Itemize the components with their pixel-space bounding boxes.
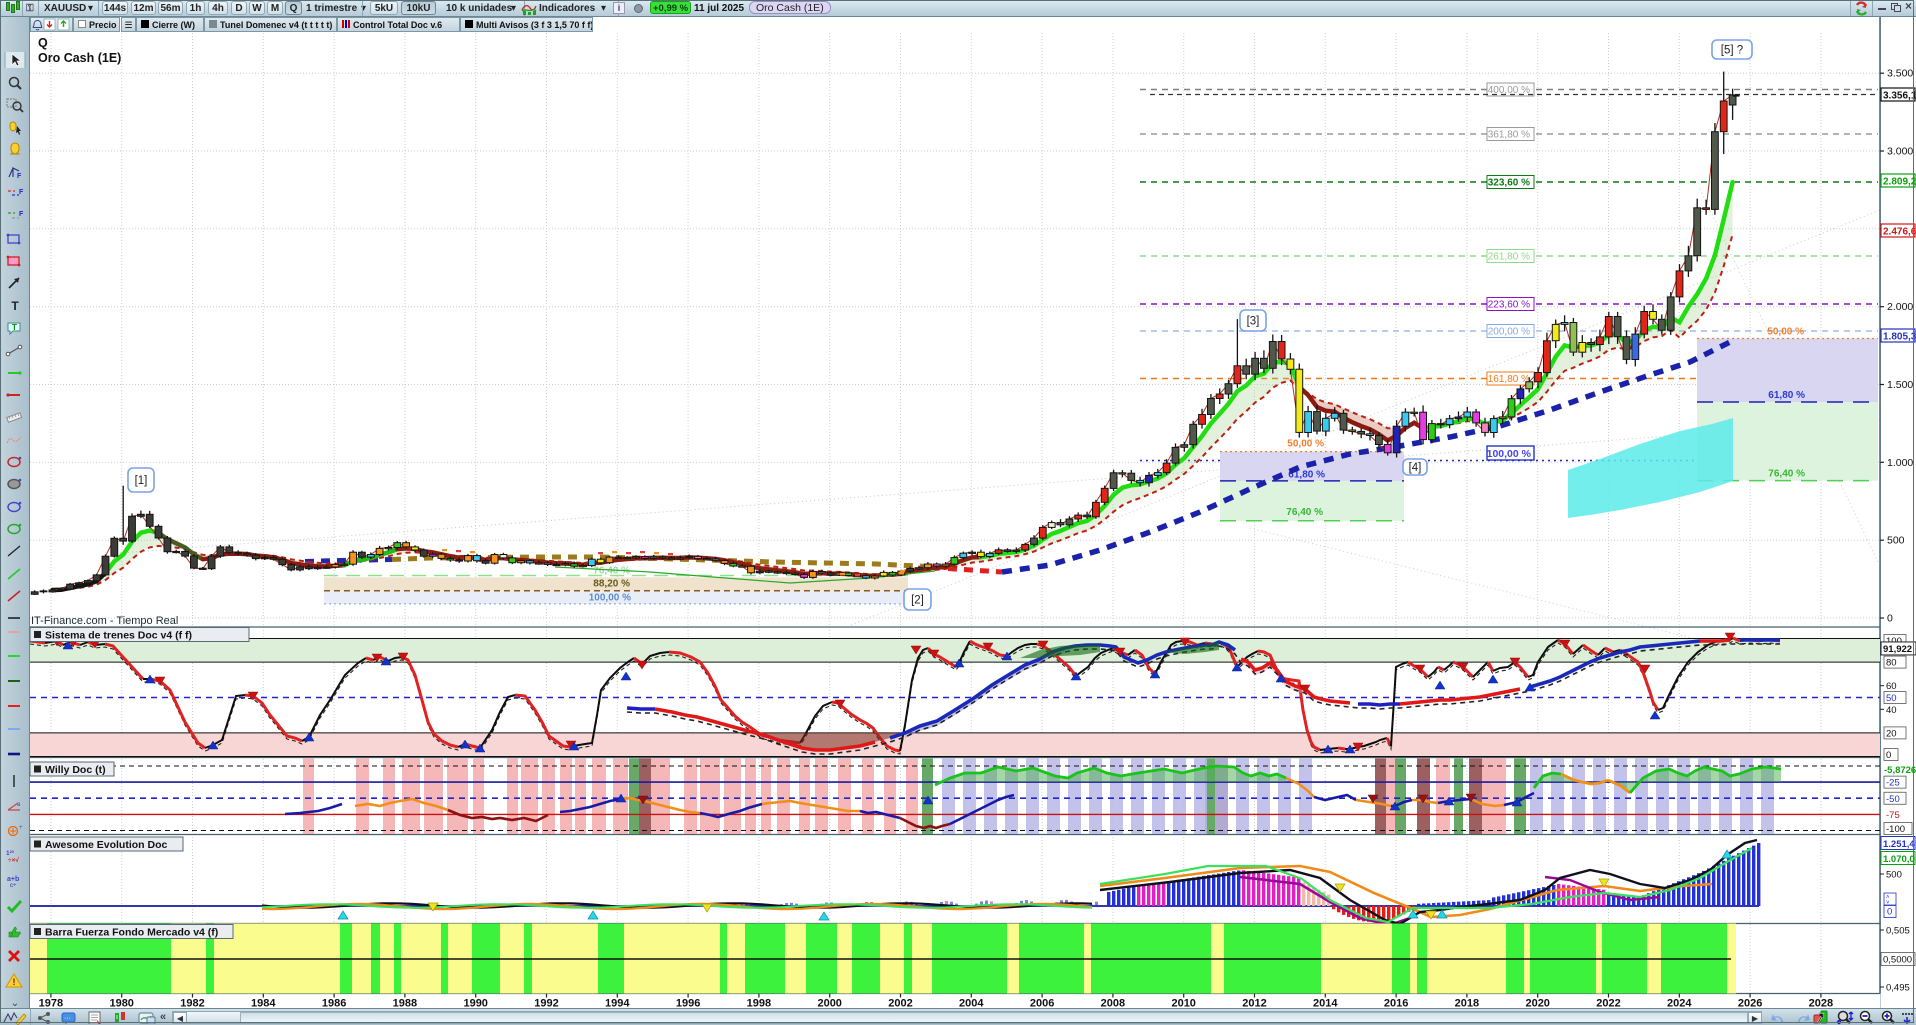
svg-text:˅: ˅ (1886, 901, 1890, 907)
svg-text:2006: 2006 (1030, 998, 1054, 1010)
svg-text:[4]: [4] (1409, 462, 1422, 474)
svg-text:2028: 2028 (1809, 998, 1833, 1010)
svg-text:400,00 %: 400,00 % (1488, 85, 1530, 96)
svg-text:80: 80 (1886, 658, 1897, 669)
svg-text:50,00 %: 50,00 % (1767, 327, 1804, 338)
svg-text:c÷: c÷ (10, 883, 17, 889)
svg-text:2002: 2002 (888, 998, 912, 1010)
svg-text:261,80 %: 261,80 % (1488, 252, 1530, 263)
svg-text:2000: 2000 (817, 998, 841, 1010)
svg-text:0: 0 (1887, 613, 1893, 625)
svg-text:Barra Fuerza Fondo Mercado v4: Barra Fuerza Fondo Mercado v4 (f) (45, 927, 218, 939)
svg-text:+: + (19, 825, 23, 831)
svg-text:2.476,6: 2.476,6 (1883, 227, 1916, 238)
svg-text:2024: 2024 (1667, 998, 1692, 1010)
svg-text:50: 50 (1886, 693, 1897, 704)
svg-text:76,40 %: 76,40 % (593, 566, 630, 577)
svg-text:1984: 1984 (251, 998, 276, 1010)
svg-text:2014: 2014 (1313, 998, 1338, 1010)
svg-text:1982: 1982 (180, 998, 204, 1010)
svg-text:88,20 %: 88,20 % (593, 579, 630, 590)
svg-text:1988: 1988 (393, 998, 417, 1010)
svg-text:2020: 2020 (1525, 998, 1549, 1010)
svg-text:1986: 1986 (322, 998, 346, 1010)
svg-text:60: 60 (1886, 681, 1897, 692)
svg-text:[5] ?: [5] ? (1721, 45, 1743, 57)
svg-text:Oro Cash (1E): Oro Cash (1E) (38, 51, 121, 65)
svg-text:-25: -25 (1886, 778, 1900, 789)
svg-text:˄: ˄ (1886, 895, 1890, 901)
svg-text:a+b: a+b (7, 876, 19, 883)
svg-text:0,495: 0,495 (1886, 983, 1910, 994)
svg-text:361,80 %: 361,80 % (1488, 130, 1530, 141)
svg-text:÷×√: ÷×√ (8, 856, 19, 864)
svg-text:···: ··· (64, 1015, 71, 1022)
svg-text:2.000: 2.000 (1887, 301, 1913, 313)
svg-text:!: ! (13, 977, 16, 987)
svg-text:F: F (17, 173, 22, 180)
svg-text:1.000: 1.000 (1887, 457, 1913, 469)
svg-text:0,5000: 0,5000 (1883, 955, 1912, 966)
svg-text:Q: Q (38, 36, 48, 50)
svg-text:100,00 %: 100,00 % (589, 593, 631, 604)
svg-text:91,922: 91,922 (1883, 644, 1912, 655)
svg-text:50,00 %: 50,00 % (1287, 439, 1324, 450)
svg-text:-75: -75 (1886, 810, 1900, 821)
svg-text:Willy Doc (t): Willy Doc (t) (45, 764, 106, 776)
svg-text:500: 500 (1887, 535, 1905, 547)
svg-text:223,60 %: 223,60 % (1488, 300, 1530, 311)
svg-text:200,00 %: 200,00 % (1488, 327, 1530, 338)
svg-text:F: F (19, 189, 24, 196)
svg-text:1992: 1992 (534, 998, 558, 1010)
svg-text:a: a (17, 802, 21, 808)
svg-text:323,60 %: 323,60 % (1488, 178, 1530, 189)
svg-text:3.500: 3.500 (1887, 68, 1913, 80)
svg-text:76,40 %: 76,40 % (1286, 507, 1323, 518)
svg-text:40: 40 (1886, 705, 1897, 716)
svg-text:2012: 2012 (1242, 998, 1266, 1010)
svg-text:1.070,0: 1.070,0 (1883, 854, 1915, 865)
svg-text:[3]: [3] (1247, 316, 1260, 328)
svg-text:2010: 2010 (1171, 998, 1195, 1010)
svg-text:[2]: [2] (911, 595, 924, 607)
svg-text:F: F (19, 211, 24, 218)
svg-text:76,40 %: 76,40 % (1768, 469, 1805, 480)
svg-text:161,80 %: 161,80 % (1488, 374, 1530, 385)
svg-text:0: 0 (1887, 907, 1892, 918)
svg-text:[1]: [1] (135, 475, 148, 487)
svg-text:2018: 2018 (1455, 998, 1479, 1010)
svg-text:1.805,3: 1.805,3 (1883, 332, 1916, 343)
svg-text:2016: 2016 (1384, 998, 1408, 1010)
svg-text:Awesome Evolution Doc: Awesome Evolution Doc (45, 839, 167, 851)
svg-text:IT-Finance.com - Tiempo Real: IT-Finance.com - Tiempo Real (31, 615, 178, 627)
svg-text:0: 0 (1886, 750, 1891, 761)
svg-text:3.000: 3.000 (1887, 146, 1913, 158)
svg-text:100,00 %: 100,00 % (1487, 448, 1532, 460)
svg-text:-50: -50 (1886, 794, 1900, 805)
svg-text:1980: 1980 (109, 998, 133, 1010)
svg-text:61,80 %: 61,80 % (1288, 469, 1325, 480)
svg-text:-100: -100 (1886, 824, 1905, 835)
svg-text:1990: 1990 (463, 998, 487, 1010)
svg-text:2.809,2: 2.809,2 (1883, 177, 1916, 188)
svg-text:T: T (12, 323, 17, 332)
svg-text:1994: 1994 (605, 998, 630, 1010)
svg-text:0,505: 0,505 (1886, 926, 1910, 937)
svg-text:3.356,1: 3.356,1 (1883, 91, 1916, 102)
svg-text:20: 20 (1886, 728, 1897, 739)
svg-text:2004: 2004 (959, 998, 984, 1010)
svg-text:61,80 %: 61,80 % (1768, 390, 1805, 401)
svg-text:1.500: 1.500 (1887, 379, 1913, 391)
svg-text:1978: 1978 (39, 998, 63, 1010)
svg-text:2008: 2008 (1101, 998, 1125, 1010)
svg-text:1998: 1998 (747, 998, 771, 1010)
svg-text:2022: 2022 (1596, 998, 1620, 1010)
svg-text:1.251,4: 1.251,4 (1883, 839, 1915, 850)
svg-text:-5,8726: -5,8726 (1884, 765, 1916, 776)
svg-text:Sistema de trenes Doc v4 (f f): Sistema de trenes Doc v4 (f f) (45, 630, 192, 642)
svg-text:500: 500 (1886, 870, 1902, 881)
svg-text:1996: 1996 (676, 998, 700, 1010)
svg-text:1²³: 1²³ (6, 850, 15, 857)
svg-text:2026: 2026 (1738, 998, 1762, 1010)
